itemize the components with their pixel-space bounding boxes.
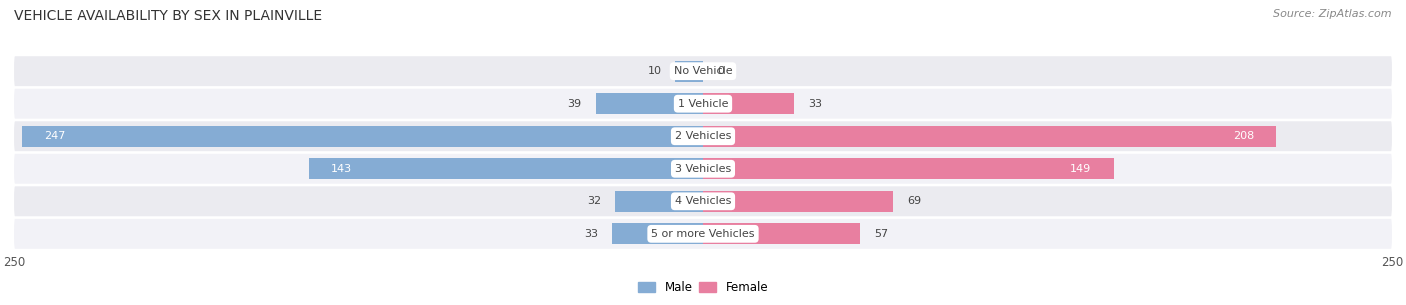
Text: 33: 33 — [585, 229, 599, 239]
Text: 208: 208 — [1233, 131, 1254, 141]
Bar — [703, 158, 1114, 179]
Text: 33: 33 — [807, 99, 821, 109]
Text: 4 Vehicles: 4 Vehicles — [675, 196, 731, 206]
Text: 2 Vehicles: 2 Vehicles — [675, 131, 731, 141]
Text: 247: 247 — [45, 131, 66, 141]
Text: No Vehicle: No Vehicle — [673, 66, 733, 76]
Text: 5 or more Vehicles: 5 or more Vehicles — [651, 229, 755, 239]
Legend: Male, Female: Male, Female — [633, 276, 773, 299]
Bar — [703, 93, 794, 114]
FancyBboxPatch shape — [14, 154, 1392, 184]
Text: Source: ZipAtlas.com: Source: ZipAtlas.com — [1274, 9, 1392, 19]
FancyBboxPatch shape — [14, 121, 1392, 151]
Text: VEHICLE AVAILABILITY BY SEX IN PLAINVILLE: VEHICLE AVAILABILITY BY SEX IN PLAINVILL… — [14, 9, 322, 23]
Text: 1 Vehicle: 1 Vehicle — [678, 99, 728, 109]
Bar — [596, 93, 703, 114]
FancyBboxPatch shape — [14, 56, 1392, 86]
Bar — [675, 61, 703, 82]
Text: 3 Vehicles: 3 Vehicles — [675, 164, 731, 174]
Bar — [703, 126, 1277, 147]
FancyBboxPatch shape — [14, 219, 1392, 249]
Bar — [22, 126, 703, 147]
FancyBboxPatch shape — [14, 89, 1392, 119]
Bar — [614, 191, 703, 212]
Bar — [703, 191, 893, 212]
Text: 57: 57 — [875, 229, 889, 239]
Text: 39: 39 — [568, 99, 582, 109]
Text: 0: 0 — [717, 66, 724, 76]
Bar — [703, 223, 860, 244]
Bar — [612, 223, 703, 244]
Text: 149: 149 — [1070, 164, 1091, 174]
Text: 69: 69 — [907, 196, 921, 206]
Text: 143: 143 — [330, 164, 352, 174]
Bar — [309, 158, 703, 179]
Text: 10: 10 — [648, 66, 662, 76]
Text: 32: 32 — [586, 196, 600, 206]
FancyBboxPatch shape — [14, 186, 1392, 216]
